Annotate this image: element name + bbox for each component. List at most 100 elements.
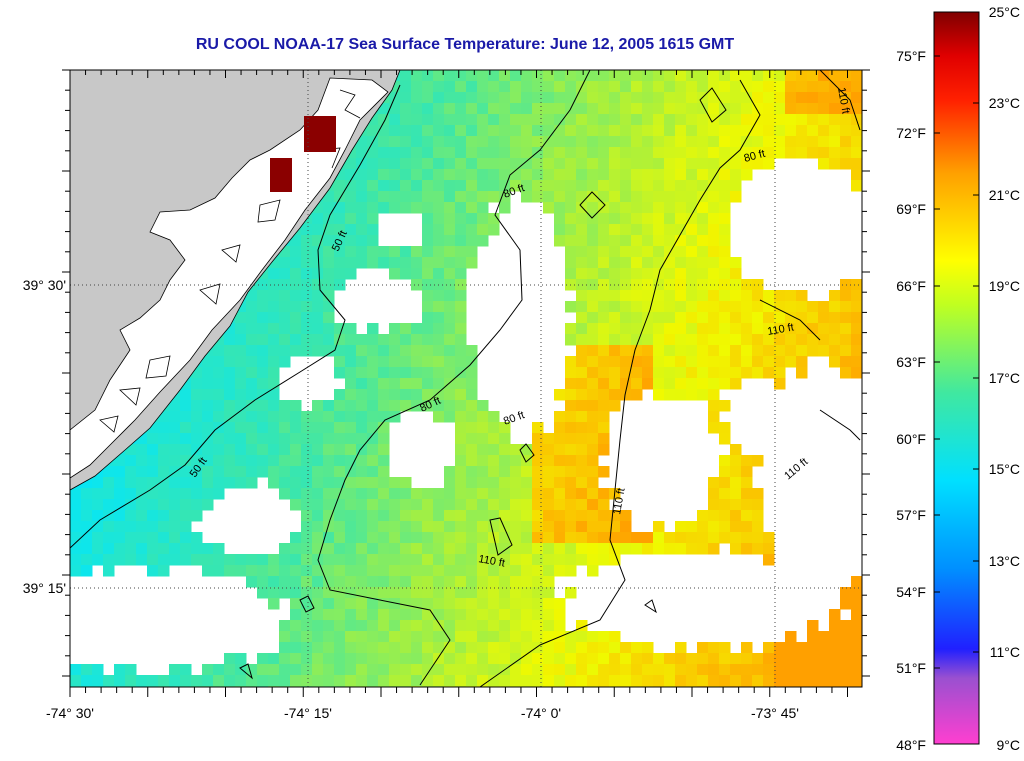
sst-pixel [433,598,445,610]
sst-pixel [455,158,467,170]
sst-pixel [631,543,643,555]
sst-pixel [114,664,126,676]
sst-pixel [532,114,544,126]
sst-pixel [411,565,423,577]
sst-pixel [763,642,775,654]
sst-pixel [587,367,599,379]
sst-pixel [631,103,643,115]
sst-pixel [730,477,742,489]
sst-pixel [763,147,775,159]
sst-pixel [235,466,247,478]
sst-pixel [389,334,401,346]
sst-pixel [422,169,434,181]
sst-pixel [455,81,467,93]
sst-pixel [411,532,423,544]
sst-pixel [422,664,434,676]
sst-pixel [664,125,676,137]
sst-pixel [829,620,841,632]
sst-pixel [202,367,214,379]
sst-pixel [279,312,291,324]
sst-pixel [323,675,335,687]
sst-pixel [631,246,643,258]
sst-pixel [587,334,599,346]
sst-pixel [191,477,203,489]
sst-pixel [719,345,731,357]
sst-pixel [587,158,599,170]
sst-pixel [510,81,522,93]
sst-pixel [499,587,511,599]
sst-pixel [466,488,478,500]
sst-pixel [235,411,247,423]
sst-pixel [532,631,544,643]
sst-pixel [389,81,401,93]
sst-pixel [312,301,324,313]
sst-pixel [719,510,731,522]
sst-pixel [587,510,599,522]
sst-pixel [169,554,181,566]
sst-pixel [103,554,115,566]
sst-pixel [136,686,148,687]
sst-pixel [345,323,357,335]
sst-pixel [290,642,302,654]
sst-pixel [290,257,302,269]
sst-pixel [697,191,709,203]
sst-pixel [719,499,731,511]
sst-pixel [466,125,478,137]
sst-pixel [598,686,610,687]
sst-pixel [631,301,643,313]
sst-pixel [796,642,808,654]
sst-pixel [642,367,654,379]
sst-pixel [719,367,731,379]
sst-pixel [378,334,390,346]
sst-pixel [257,290,269,302]
sst-pixel [345,389,357,401]
sst-pixel [664,70,676,82]
sst-pixel [301,290,313,302]
sst-pixel [576,642,588,654]
sst-pixel [730,675,742,687]
sst-pixel [708,686,720,687]
sst-pixel [334,620,346,632]
sst-pixel [411,70,423,82]
sst-pixel [785,323,797,335]
sst-pixel [554,158,566,170]
sst-pixel [246,444,258,456]
sst-pixel [609,554,621,566]
sst-pixel [92,499,104,511]
sst-pixel [114,554,126,566]
sst-pixel [796,103,808,115]
sst-pixel [532,92,544,104]
sst-pixel [697,202,709,214]
sst-pixel [455,510,467,522]
sst-pixel [708,180,720,192]
sst-pixel [268,565,280,577]
sst-pixel [400,389,412,401]
sst-pixel [697,378,709,390]
sst-pixel [444,576,456,588]
sst-pixel [433,158,445,170]
sst-pixel [521,510,533,522]
sst-pixel [741,103,753,115]
sst-pixel [213,367,225,379]
sst-pixel [708,543,720,555]
sst-pixel [598,235,610,247]
sst-pixel [488,224,500,236]
sst-pixel [664,81,676,93]
sst-pixel [367,378,379,390]
sst-pixel [422,235,434,247]
sst-pixel [389,587,401,599]
sst-pixel [763,81,775,93]
sst-pixel [246,367,258,379]
sst-pixel [532,686,544,687]
sst-pixel [488,554,500,566]
sst-pixel [411,202,423,214]
sst-pixel [290,675,302,687]
sst-pixel [444,466,456,478]
sst-pixel [664,543,676,555]
sst-pixel [532,642,544,654]
sst-pixel [367,510,379,522]
sst-pixel [422,114,434,126]
sst-pixel [532,521,544,533]
sst-pixel [312,686,324,687]
sst-pixel [433,378,445,390]
